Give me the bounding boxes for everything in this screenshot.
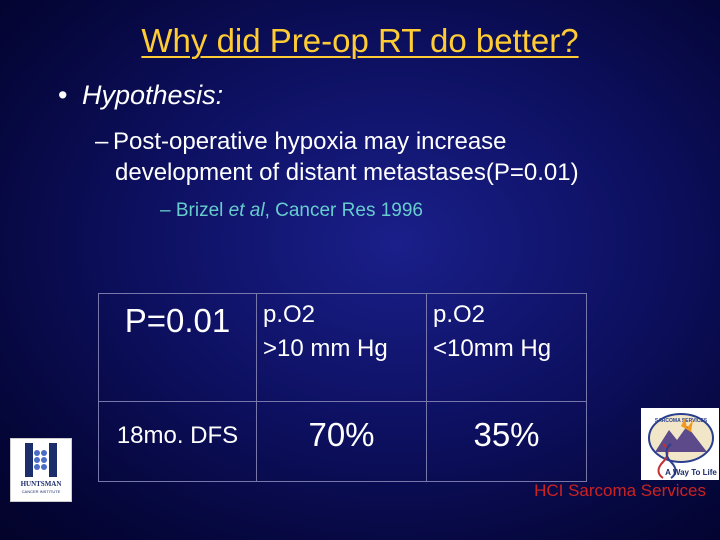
sarcoma-services-logo: SARCOMA SERVICES A Way To Life <box>641 408 719 480</box>
bullet-hypothesis: • Hypothesis: <box>58 80 223 111</box>
citation-rest: , Cancer Res 1996 <box>264 200 423 221</box>
citation: – Brizel et al, Cancer Res 1996 <box>160 200 423 222</box>
header-low-po2-line2: <10mm Hg <box>433 335 552 362</box>
sub-dash: – <box>95 128 109 155</box>
sarcoma-logo-title: SARCOMA SERVICES <box>655 418 708 424</box>
p-value-cell: P=0.01 <box>98 293 257 402</box>
sarcoma-logo-graphic: SARCOMA SERVICES A Way To Life <box>648 413 717 479</box>
slide-title: Why did Pre-op RT do better? <box>141 22 579 59</box>
sarcoma-logo-tagline: A Way To Life <box>665 468 717 477</box>
sub-bullet-hypoxia: – Post-operative hypoxia may increase dev… <box>95 126 579 188</box>
footer-text: HCI Sarcoma Services <box>534 481 706 500</box>
bullet-hypothesis-label: Hypothesis: <box>82 80 224 110</box>
bullet-marker: • <box>58 80 68 110</box>
header-high-po2-line2: >10 mm Hg <box>263 335 388 362</box>
value-high-po2: 70% <box>256 401 427 482</box>
huntsman-logo-title: HUNTSMAN <box>21 480 62 488</box>
value-low-po2: 35% <box>426 401 587 482</box>
citation-etal: et al <box>228 200 265 221</box>
sub-line-2: development of distant metastases(P=0.01… <box>115 159 579 186</box>
header-high-po2: p.O2 >10 mm Hg <box>256 293 427 402</box>
huntsman-logo: HUNTSMAN CANCER INSTITUTE <box>10 438 72 502</box>
header-low-po2-line1: p.O2 <box>433 301 486 328</box>
citation-author: Brizel <box>175 200 224 221</box>
huntsman-logo-subtitle: CANCER INSTITUTE <box>22 489 61 494</box>
row-label-dfs: 18mo. DFS <box>98 401 257 482</box>
citation-dash: – <box>160 200 171 221</box>
table-row: 18mo. DFS 70% 35% <box>98 401 587 482</box>
header-high-po2-line1: p.O2 <box>263 301 316 328</box>
results-table: P=0.01 p.O2 >10 mm Hg p.O2 <10mm Hg 18mo… <box>98 293 587 482</box>
header-low-po2: p.O2 <10mm Hg <box>426 293 587 402</box>
table-header-row: P=0.01 p.O2 >10 mm Hg p.O2 <10mm Hg <box>98 293 587 402</box>
huntsman-logo-graphic: HUNTSMAN CANCER INSTITUTE <box>21 443 62 494</box>
sub-line-1: Post-operative hypoxia may increase <box>113 128 507 155</box>
